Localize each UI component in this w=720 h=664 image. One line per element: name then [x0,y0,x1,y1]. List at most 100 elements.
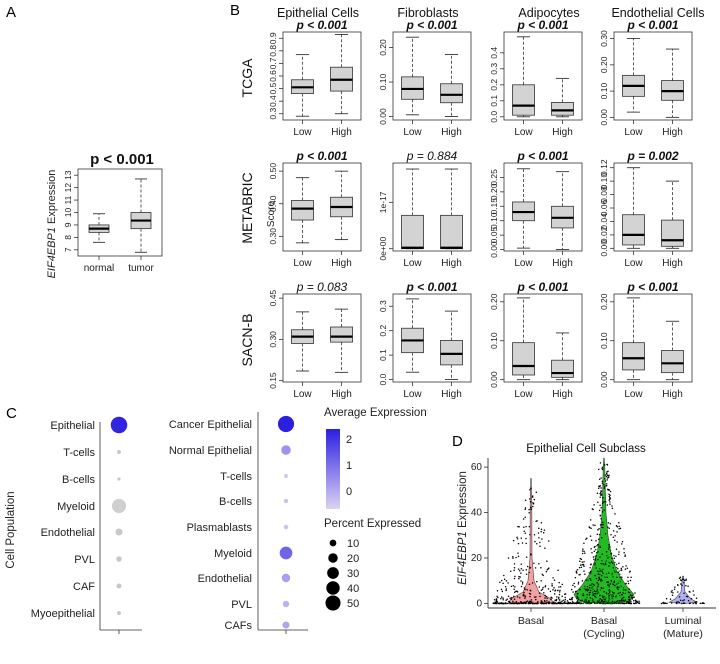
point-basal [523,526,525,529]
point-basal [502,598,504,601]
plot-r0-c3: p < 0.001 0.00 0.10 0.20 0.30 Low High [599,18,693,138]
point-basal [513,602,515,605]
point-basal-cycling-dense [611,602,613,604]
point-basal-cycling [581,550,584,552]
point-basal [528,583,531,586]
point-basal-cycling [605,475,608,478]
point-basal [564,600,566,602]
plot-r1-c0-xtick-label: High [331,258,352,269]
point-basal-cycling [606,581,608,583]
point-basal-cycling [608,475,610,477]
point-basal-cycling-dense [610,580,613,583]
point-basal [538,586,541,588]
point-basal-cycling [618,553,620,556]
point-basal-cycling [596,533,599,535]
panel-a-xtick-label: normal [84,263,115,274]
point-basal-cycling-dense [605,560,608,562]
point-luminal-mature [677,601,679,603]
point-basal [542,532,545,534]
point-basal-cycling [588,526,590,528]
point-basal [530,487,532,489]
point-basal [561,600,563,603]
point-basal-cycling-dense [619,580,622,583]
point-basal [557,569,559,571]
point-basal [551,583,553,585]
plot-r2-c2-frame [503,293,583,383]
legend-pct-label: 10 [347,538,359,550]
point-basal [546,600,548,602]
point-basal-cycling-dense [602,587,605,589]
point-basal-cycling [624,555,626,557]
point-basal-cycling [597,538,600,540]
plot-r2-c3: p < 0.001 0.00 0.10 0.20 Low High [599,280,693,400]
point-basal-cycling [599,524,602,526]
point-basal-cycling-dense [623,599,626,602]
point-basal-cycling [571,596,574,599]
point-basal-cycling [627,591,630,593]
point-basal-cycling [625,565,627,567]
point-basal-cycling-dense [608,586,611,588]
point-basal-cycling [602,497,604,499]
point-basal-cycling [638,600,640,603]
point-basal [516,602,519,605]
point-basal-cycling [594,559,597,561]
point-basal-cycling [576,572,578,574]
point-luminal-mature [673,588,676,591]
point-basal-cycling [619,527,622,530]
point-basal-cycling [585,589,587,592]
point-basal [549,602,551,605]
plot-r1-c3-ytick-label: 0.08 [599,186,609,203]
point-basal-cycling [600,537,603,539]
point-basal-cycling [627,582,630,585]
point-basal [530,553,532,556]
point-luminal-mature [687,599,690,602]
point-basal-cycling [628,600,631,602]
point-basal-cycling [591,508,594,510]
point-basal-cycling [614,513,616,515]
point-basal-cycling-dense [609,590,612,592]
point-basal [560,602,562,605]
point-basal [558,596,560,599]
point-basal [552,577,554,579]
panel-d-xtick-label: Basal [518,615,544,627]
point-basal-cycling [621,593,623,596]
point-basal-cycling [620,569,622,572]
point-basal [556,602,558,605]
point-basal [551,584,553,587]
dotplot-right-label: T-cells [220,471,252,483]
plot-r1-c1-frame [392,162,472,252]
point-basal [528,571,530,574]
point-basal-cycling [613,592,615,594]
point-basal [558,581,560,584]
point-basal [543,529,546,531]
point-basal [523,530,525,533]
point-basal-cycling [607,572,610,574]
dotplot-left-label: Myoepithelial [31,608,95,620]
plot-r2-c1-pvalue-text: p < 0.001 [405,280,457,294]
point-basal-cycling-dense [613,570,616,572]
point-basal [531,602,534,605]
point-basal-cycling [576,592,579,595]
point-basal-cycling [599,594,601,596]
point-basal-cycling [611,557,613,560]
point-basal [555,599,558,602]
point-basal-cycling [606,471,608,473]
point-basal-cycling [596,492,599,495]
point-basal-cycling-dense [591,601,594,604]
point-basal-cycling-dense [599,589,602,591]
point-basal [524,597,526,599]
point-basal-cycling [570,588,573,591]
plot-r1-c0-box [291,200,314,221]
point-basal-cycling [600,490,602,492]
point-basal-cycling [631,594,633,597]
point-basal-cycling [580,602,583,605]
dotplot-right-label: Normal Epithelial [169,445,252,457]
point-basal-cycling [618,528,620,530]
point-basal-cycling [581,599,583,601]
point-basal [533,533,536,536]
point-basal-cycling [589,570,592,572]
plot-r2-c0-frame [282,293,362,383]
point-basal [540,601,543,604]
point-basal-cycling-dense [603,602,606,605]
point-basal-cycling [577,598,580,601]
